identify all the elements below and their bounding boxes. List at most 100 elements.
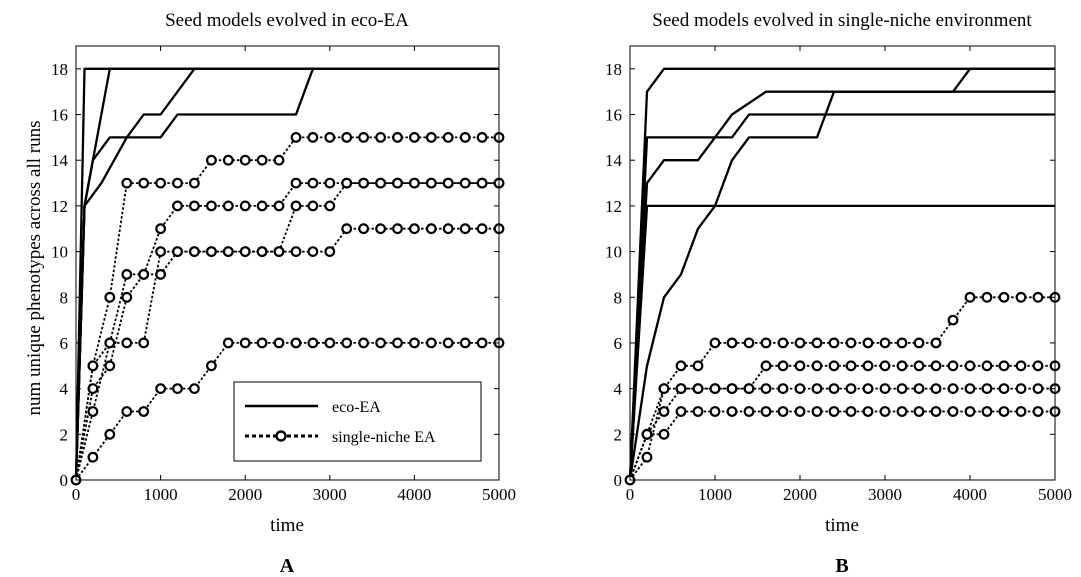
panel-a-single-series-6-point: [476, 177, 488, 189]
panel-a-single-series-8: [75, 341, 499, 481]
panel-a-single-series-4-point: [155, 177, 167, 189]
panel-a-single-series-8-point: [324, 337, 336, 349]
panel-a-y-tick-label: 18: [51, 60, 68, 79]
panel-b-single-series-6-point: [896, 360, 908, 372]
panel-a-x-tick-label: 5000: [482, 485, 516, 504]
panel-a-single-series-7-point: [172, 246, 183, 258]
panel-b-x-tick-label: 2000: [783, 485, 817, 504]
panel-b-single-series-6-point: [930, 360, 942, 372]
legend-single-label: single-niche EA: [332, 429, 436, 446]
panel-a-single-series-8-point: [476, 337, 488, 349]
panel-b-single-series-6-point: [947, 360, 959, 372]
panel-a-single-series-4-point: [341, 131, 353, 143]
panel-b-single-series-5-point: [947, 314, 959, 326]
panel-a-single-series-8-point: [188, 383, 200, 395]
panel-a-single-series-6-point: [121, 269, 133, 280]
panel-a-single-series-7-point: [188, 246, 200, 258]
panel-b-single-series-5-point: [828, 337, 840, 349]
panel-a-x-tick-label: 1000: [144, 485, 178, 504]
panel-b-single-series-8-point: [828, 406, 840, 417]
panel-a-y-tick-label: 12: [51, 197, 68, 216]
panel-a-single-series-6-point: [358, 177, 370, 189]
panel-b-single-series-6-point: [794, 360, 806, 372]
panel-b-x-tick-label: 5000: [1038, 485, 1072, 504]
panel-b-single-series-7-point: [913, 383, 925, 395]
panel-b-single-series-5-point: [930, 337, 942, 349]
panel-a-single-series-7-point: [87, 406, 99, 417]
panel-a-single-series-8-point: [205, 360, 217, 372]
panel-b-single-series-5-point: [811, 337, 823, 349]
panel-b-single-series-8-point: [760, 406, 772, 417]
panel-b-single-series-5-point: [879, 337, 891, 349]
panel-a-single-series-4-point: [290, 131, 302, 143]
panel-a-single-series-8-point: [87, 451, 99, 463]
panel-a-y-tick-label: 6: [60, 334, 69, 353]
panel-b-single-series-5-point: [794, 337, 806, 349]
panel-b-single-series-8-point: [658, 428, 670, 440]
panel-b-single-series-6-point: [862, 360, 874, 372]
panel-b-single-series-7-point: [641, 451, 653, 463]
panel-a-single-series-4-point: [205, 154, 217, 166]
panel-b-single-series-5-point: [743, 337, 755, 349]
panel-b-y-tick-label: 4: [614, 380, 623, 399]
panel-a-single-series-5-point: [155, 223, 167, 235]
panel-a-single-series-7-point: [121, 337, 133, 349]
panel-a-single-series-4-point: [476, 131, 488, 143]
panel-a-single-series-7-point: [425, 223, 437, 235]
panel-b-single-series-8-point: [998, 406, 1010, 417]
panel-b-single-series-8-point: [726, 406, 738, 417]
panel-b-single-series-6-point: [913, 360, 925, 372]
panel-b-single-series-7-point: [692, 383, 704, 395]
panel-b-single-series-7-point: [658, 383, 670, 395]
panel-b-single-series-8-point: [845, 406, 857, 417]
panel-b-single-series-7-point: [947, 383, 959, 395]
panel-a-single-series-5-point: [324, 177, 336, 189]
panel-a-single-series-4-point: [239, 154, 251, 166]
panel-a-single-series-5-point: [121, 291, 133, 303]
panel-b-single-series-8: [629, 410, 1055, 481]
panel-a-single-series-7-point: [155, 246, 167, 258]
panel-a-single-series-7-point: [442, 223, 454, 235]
panel-b-y-tick-label: 12: [605, 197, 622, 216]
panel-a-y-tick-label: 8: [60, 288, 69, 307]
panel-b-single-series-6-point: [1032, 360, 1044, 372]
panel-b-single-series-5-point: [1015, 291, 1027, 303]
panel-a-title: Seed models evolved in eco-EA: [165, 10, 409, 31]
panel-b-single-series-5-point: [981, 291, 993, 303]
panel-a-single-series-5-point: [222, 200, 234, 212]
panel-b-x-tick-label: 0: [626, 485, 635, 504]
panel-b-single-series-6-point: [658, 406, 670, 417]
panel-b-single-series-8-point: [1015, 406, 1027, 417]
panel-b-single-series-6: [629, 364, 1055, 481]
panel-a-single-series-5-point: [290, 177, 302, 189]
panel-b-single-series-8-point: [930, 406, 942, 417]
panel-b-y-tick-label: 0: [614, 471, 623, 490]
panel-b-single-series-7-point: [964, 383, 976, 395]
panel-a-single-series-7-point: [358, 223, 370, 235]
panel-b-single-series-7-point: [709, 383, 721, 395]
panel-b-single-series-8-point: [641, 428, 653, 440]
panel-b-eco-series-0: [628, 67, 1055, 481]
panel-b-x-axis-label: time: [825, 515, 859, 536]
panel-a-single-series-5-point: [256, 200, 268, 212]
panel-b-single-series-6-point: [964, 360, 976, 372]
panel-a-single-series-7: [75, 227, 499, 481]
panel-b-single-series-8-point: [1032, 406, 1044, 417]
panel-a-single-series-7-point: [290, 246, 302, 258]
panel-a-single-series-4-point: [409, 131, 420, 143]
panel-b-single-series-5-point: [998, 291, 1010, 303]
panel-b-eco-series-3: [628, 204, 1055, 481]
panel-b-single-series-8-point: [777, 406, 789, 417]
panel-a-letter: A: [280, 555, 295, 577]
panel-a-single-series-7-point: [392, 223, 403, 235]
panel-a-single-series-8-point: [442, 337, 454, 349]
panel-a-single-series-8-point: [409, 337, 420, 349]
panel-a-single-series-4-point: [121, 177, 133, 189]
panel-a-single-series-6-point: [307, 200, 319, 212]
panel-a-single-series-5-point: [104, 360, 116, 372]
panel-b-single-series-6-point: [879, 360, 891, 372]
panel-b-y-tick-label: 6: [614, 334, 623, 353]
panel-a-x-tick-label: 4000: [397, 485, 431, 504]
panel-a-single-series-4-point: [324, 131, 336, 143]
panel-a-single-series-8-point: [290, 337, 302, 349]
